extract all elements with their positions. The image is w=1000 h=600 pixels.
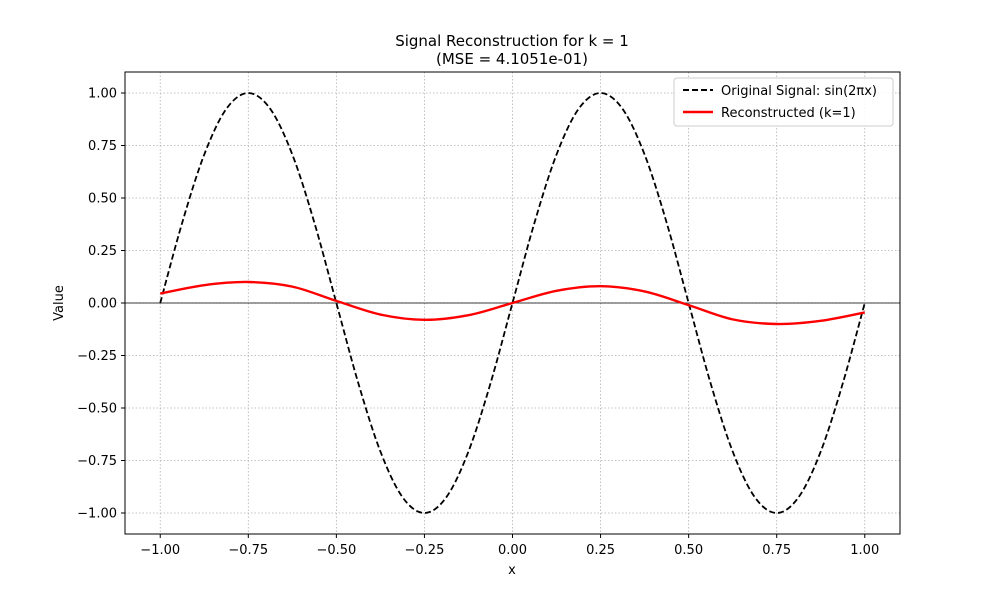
y-tick-label: −1.00 [77,507,117,522]
legend-label-original: Original Signal: sin(2πx) [721,84,877,99]
y-axis: −1.00 −0.75 −0.50 −0.25 0.00 0.25 0.50 0.75 1.00 [77,87,125,522]
series-line-reconstructed [160,280,865,326]
x-tick-label: 0.50 [674,543,703,558]
series-layer [159,92,866,514]
y-tick-label: 1.00 [88,87,117,102]
series-line-original [159,92,866,514]
chart-subtitle: (MSE = 4.1051e-01) [436,50,588,68]
chart-title: Signal Reconstruction for k = 1 [395,32,629,50]
legend: Original Signal: sin(2πx) Reconstructed … [673,77,894,127]
y-tick-label: −0.75 [77,454,117,469]
x-tick-label: 0.75 [762,543,791,558]
y-tick-label: 0.00 [88,297,117,312]
legend-box [673,77,894,127]
legend-label-reconstructed: Reconstructed (k=1) [721,106,856,121]
x-tick-label: 0.00 [498,543,527,558]
x-tick-label: −0.75 [228,543,268,558]
x-tick-label: −1.00 [140,543,180,558]
y-tick-label: −0.50 [77,402,117,417]
x-axis-label: x [508,563,516,578]
y-tick-label: 0.50 [88,192,117,207]
x-tick-label: 1.00 [850,543,879,558]
x-tick-label: −0.25 [405,543,445,558]
x-tick-label: 0.25 [586,543,615,558]
y-tick-label: 0.25 [88,244,117,259]
x-axis: −1.00 −0.75 −0.50 −0.25 0.00 0.25 0.50 0.75 1.00 [140,534,879,558]
y-tick-label: −0.25 [77,349,117,364]
y-tick-label: 0.75 [88,139,117,154]
y-axis-label: Value [52,285,67,321]
x-tick-label: −0.50 [316,543,356,558]
